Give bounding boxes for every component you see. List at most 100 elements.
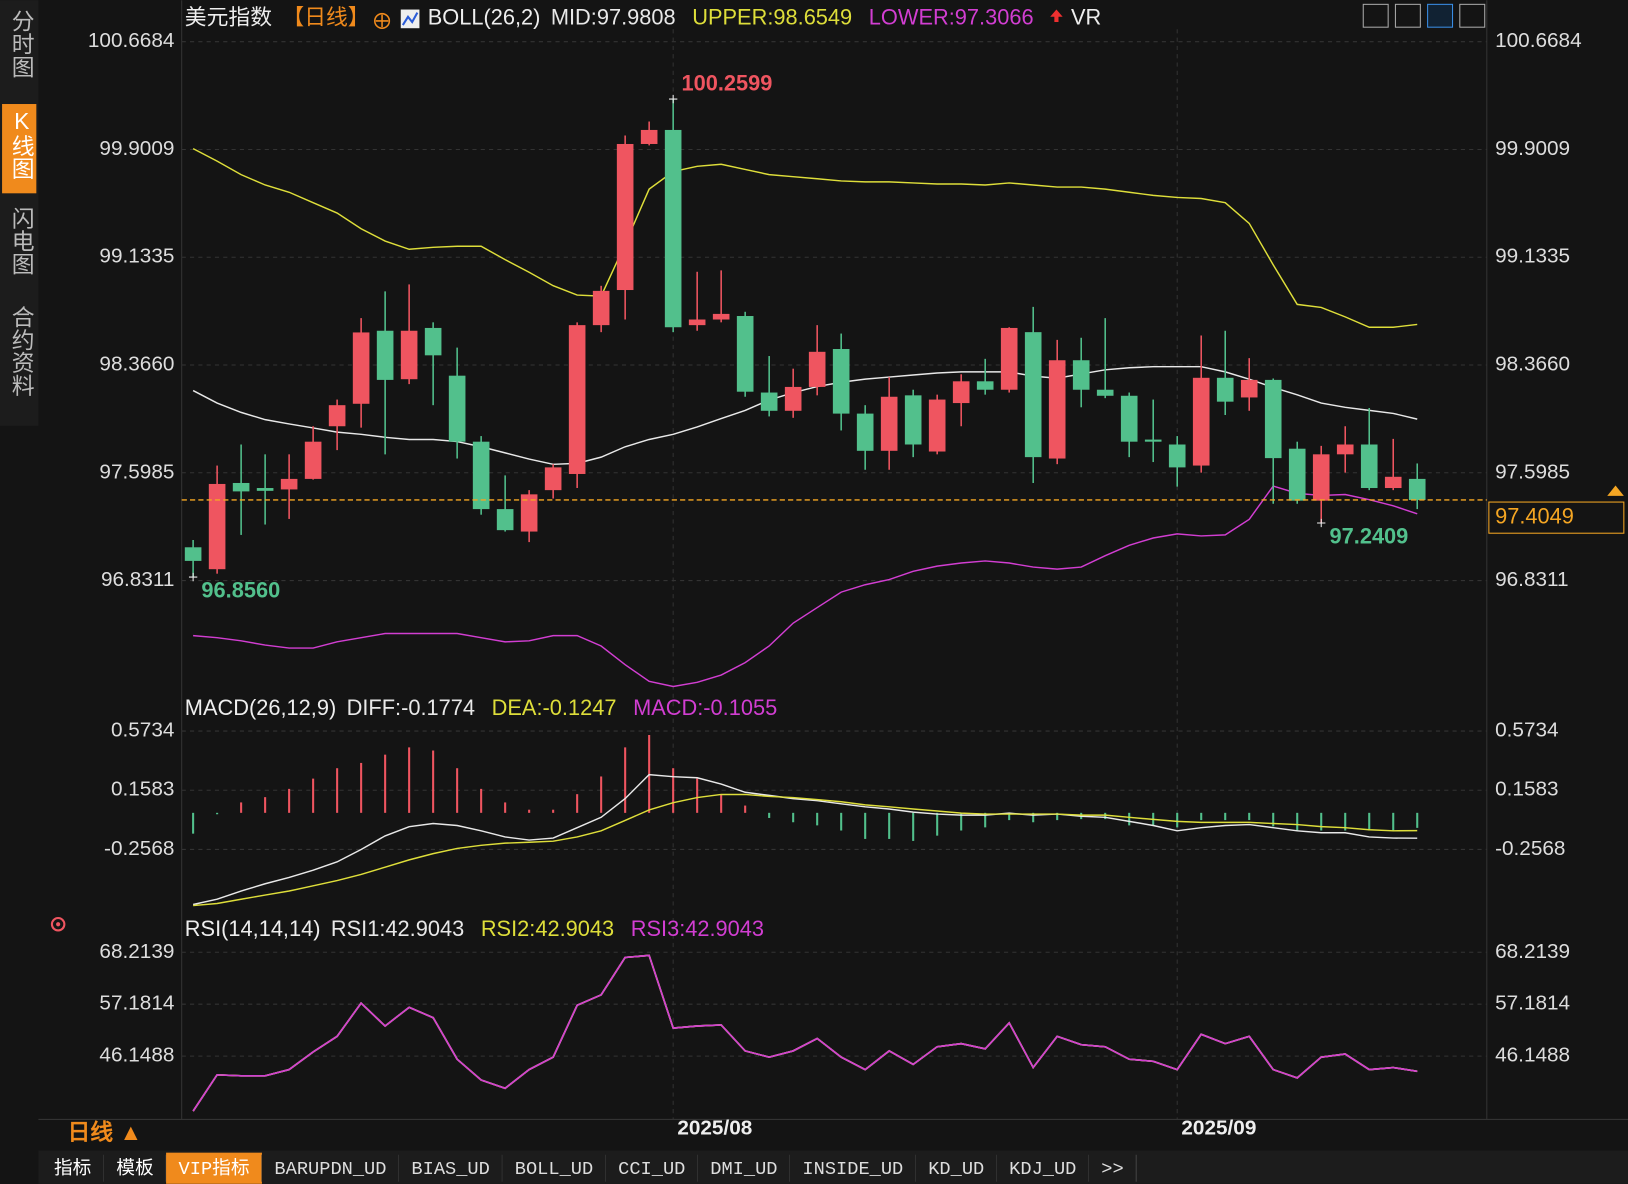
bottom-tab[interactable]: >> <box>1101 1158 1123 1180</box>
candle-body <box>304 441 322 479</box>
legend-label: BOLL(26,2) <box>428 5 541 30</box>
y-tick-label: 99.9009 <box>99 137 174 160</box>
bottom-tab[interactable]: 模板 <box>116 1158 154 1180</box>
bottom-tab[interactable]: BIAS_UD <box>411 1158 489 1180</box>
candle-body <box>1096 389 1114 396</box>
candle-body <box>1168 444 1186 468</box>
candle-body <box>424 327 442 356</box>
y-tick-label: 68.2139 <box>99 940 174 963</box>
candle-body <box>1072 360 1090 390</box>
tab-bg <box>697 1152 790 1184</box>
y-tick-label: 100.6684 <box>88 29 175 52</box>
bottom-tab[interactable]: KD_UD <box>928 1158 984 1180</box>
bottom-tab[interactable]: VIP指标 <box>179 1158 250 1180</box>
indicator-line <box>192 365 1418 466</box>
extreme-marker <box>188 572 198 582</box>
y-tick-label: 98.3660 <box>99 353 174 376</box>
candle-body <box>1408 478 1426 500</box>
y-tick-label: -0.2568 <box>104 837 174 860</box>
bottom-tab[interactable]: 指标 <box>54 1158 91 1180</box>
icon <box>1050 9 1063 22</box>
legend-label: VR <box>1071 5 1101 30</box>
legend-label: DIFF:-0.1774 <box>347 695 475 720</box>
toolbar-button[interactable] <box>1394 3 1421 28</box>
candle-body <box>256 488 274 491</box>
candle-body <box>208 483 226 570</box>
candle-body <box>1024 332 1042 458</box>
y-tick-label-right: 98.3660 <box>1495 353 1570 376</box>
toolbar-button[interactable] <box>1459 3 1486 28</box>
y-tick-label-right: 0.5734 <box>1495 719 1558 742</box>
extreme-marker <box>1317 518 1326 528</box>
candle-body <box>1000 327 1018 390</box>
extreme-label: 96.8560 <box>201 577 280 602</box>
candle-body <box>1144 439 1162 442</box>
tab-bg <box>261 1152 399 1184</box>
y-tick-label: 57.1814 <box>99 992 174 1015</box>
candle-body <box>808 351 826 387</box>
y-tick-label: 99.1335 <box>99 245 174 268</box>
last-price-box <box>1488 501 1625 534</box>
last-price-label: 97.4049 <box>1495 503 1574 528</box>
sidebar-tab[interactable]: 合约资料 <box>9 305 35 397</box>
x-tick-label: 2025/08 <box>677 1116 752 1139</box>
candle-body <box>760 392 778 411</box>
tab-bg <box>1088 1152 1137 1184</box>
bottom-tab[interactable]: KDJ_UD <box>1009 1158 1076 1180</box>
candle-body <box>592 290 610 326</box>
candle-body <box>232 482 250 492</box>
sidebar-tab[interactable]: 闪电图 <box>9 207 35 276</box>
tab-bg <box>605 1152 698 1184</box>
candle-body <box>184 547 202 561</box>
bottom-tab[interactable]: CCI_UD <box>618 1158 685 1180</box>
y-tick-label: 46.1488 <box>99 1044 174 1067</box>
target-icon <box>50 916 66 932</box>
toolbar-button[interactable] <box>1427 3 1454 28</box>
candle-body <box>472 441 490 510</box>
icon <box>374 12 391 30</box>
candle-body <box>904 395 922 445</box>
candle-body <box>1048 360 1066 459</box>
candle-body <box>952 381 970 404</box>
tab-bg <box>166 1152 262 1184</box>
legend-label: RSI(14,14,14) <box>185 916 321 941</box>
period-label: 日线 ▲ <box>67 1119 142 1145</box>
candle-body <box>616 143 634 291</box>
legend-label: MID:97.9808 <box>551 5 676 30</box>
extreme-label: 97.2409 <box>1330 523 1409 548</box>
sidebar-tab[interactable]: 分时图 <box>9 10 35 79</box>
y-tick-label-right: 57.1814 <box>1495 992 1570 1015</box>
candle-body <box>928 399 946 452</box>
bottom-tab[interactable]: INSIDE_UD <box>802 1158 903 1180</box>
tab-bg <box>996 1152 1089 1184</box>
candle-body <box>328 405 346 427</box>
tab-bg <box>103 1152 167 1184</box>
bottom-tab[interactable]: BOLL_UD <box>515 1158 593 1180</box>
y-tick-label-right: 68.2139 <box>1495 940 1570 963</box>
candle-body <box>712 313 730 320</box>
indicator-line <box>192 954 1418 1112</box>
y-tick-label-right: 46.1488 <box>1495 1044 1570 1067</box>
y-tick-label-right: 99.9009 <box>1495 137 1570 160</box>
toolbar-button[interactable] <box>1362 3 1389 28</box>
bottom-tab[interactable]: DMI_UD <box>710 1158 777 1180</box>
y-tick-label-right: -0.2568 <box>1495 837 1565 860</box>
y-tick-label: 0.5734 <box>111 719 174 742</box>
last-price-marker <box>1607 485 1624 496</box>
candle-body <box>1384 476 1402 489</box>
tab-bg <box>502 1152 606 1184</box>
legend-label: RSI1:42.9043 <box>331 916 464 941</box>
y-tick-label: 0.1583 <box>111 778 174 801</box>
candle-body <box>352 332 370 404</box>
sidebar <box>0 0 39 426</box>
bottom-tab[interactable]: BARUPDN_UD <box>274 1158 386 1180</box>
tab-bg <box>41 1152 104 1184</box>
tab-bg <box>789 1152 916 1184</box>
legend-label: UPPER:98.6549 <box>692 5 852 30</box>
y-tick-label: 96.8311 <box>101 568 174 591</box>
candle-body <box>448 375 466 442</box>
sidebar-tab[interactable]: K线图 <box>9 108 35 180</box>
candle-body <box>832 349 850 414</box>
